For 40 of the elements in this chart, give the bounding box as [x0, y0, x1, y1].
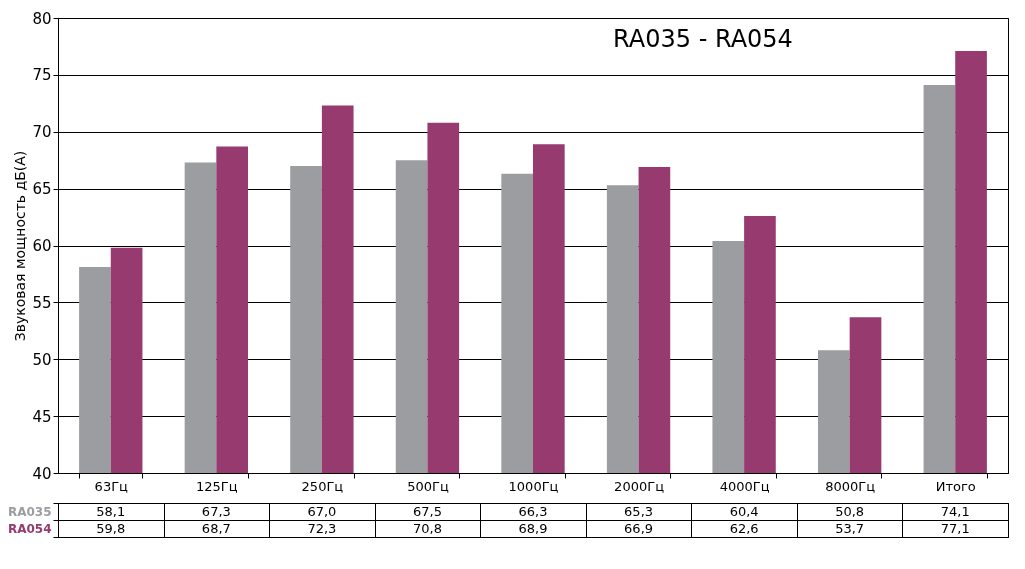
y-tick-label: 80 [32, 9, 52, 28]
y-tick-label: 45 [32, 407, 52, 426]
data-label: 58,1 [96, 503, 126, 519]
x-tick-label: 63Гц [94, 478, 129, 494]
data-label: 74,1 [940, 503, 970, 519]
data-label: 66,3 [518, 503, 548, 519]
y-tick-label: 50 [32, 350, 52, 369]
data-label: 77,1 [940, 520, 970, 536]
data-label: 67,0 [307, 503, 337, 519]
chart-title: RA035 - RA054 [613, 25, 793, 53]
data-label: 60,4 [729, 503, 759, 519]
data-label: 65,3 [624, 503, 654, 519]
data-label: 68,9 [518, 520, 548, 536]
x-tick-label: 8000Гц [825, 478, 876, 494]
data-label: 67,3 [201, 503, 231, 519]
x-tick-label: Итого [935, 478, 976, 494]
data-label: 66,9 [624, 520, 654, 536]
x-tick-label: 125Гц [196, 478, 238, 494]
data-label: 50,8 [835, 503, 865, 519]
y-tick-label: 65 [32, 180, 52, 199]
x-tick-label: 4000Гц [719, 478, 770, 494]
y-tick-label: 75 [32, 66, 52, 85]
x-tick-label: 250Гц [301, 478, 344, 494]
x-tick-label: 2000Гц [614, 478, 665, 494]
y-tick-label: 40 [32, 464, 52, 483]
data-label: 70,8 [412, 520, 442, 536]
y-tick-label: 60 [32, 237, 52, 255]
data-label: 59,8 [96, 520, 126, 536]
data-label: 53,7 [835, 520, 865, 536]
data-label: 72,3 [307, 520, 337, 536]
data-label: 67,5 [412, 503, 442, 519]
y-axis-title: Звуковая мощность дБ(А) [12, 150, 29, 342]
y-tick-label: 70 [32, 123, 52, 142]
data-label: 68,7 [201, 520, 231, 536]
x-tick-label: 500Гц [407, 478, 449, 494]
text: RA054 [7, 522, 52, 536]
data-label: 62,6 [729, 520, 759, 536]
x-tick-label: 1000Гц [508, 478, 559, 494]
y-tick-label: 55 [32, 293, 52, 312]
text: RA035 [7, 505, 52, 519]
